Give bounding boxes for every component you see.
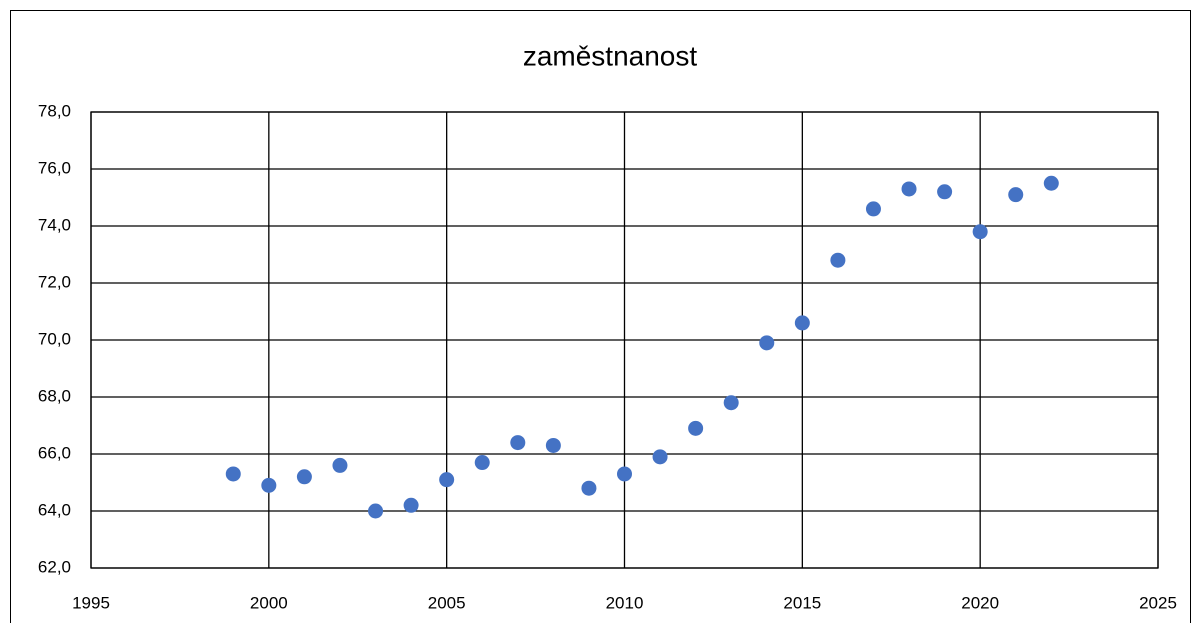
- chart-frame: [10, 10, 1191, 623]
- point: [759, 335, 775, 351]
- y-tick-label: 64,0: [38, 500, 71, 519]
- y-tick-label: 72,0: [38, 272, 71, 291]
- point: [225, 466, 241, 482]
- x-tick-label: 2000: [250, 593, 288, 612]
- y-tick-label: 74,0: [38, 215, 71, 234]
- plot-area: [90, 111, 1159, 569]
- point: [830, 252, 846, 268]
- y-tick-label: 76,0: [38, 158, 71, 177]
- x-tick-label: 2010: [606, 593, 644, 612]
- point: [723, 395, 739, 411]
- point: [972, 224, 988, 240]
- point: [261, 477, 277, 493]
- chart-title: zaměstnanost: [523, 40, 698, 71]
- point: [403, 497, 419, 513]
- y-tick-label: 66,0: [38, 443, 71, 462]
- point: [439, 472, 455, 488]
- x-tick-label: 2025: [1139, 593, 1177, 612]
- point: [794, 315, 810, 331]
- point: [1008, 187, 1024, 203]
- point: [474, 455, 490, 471]
- point: [865, 201, 881, 217]
- x-tick-label: 2015: [783, 593, 821, 612]
- point: [296, 469, 312, 485]
- y-tick-label: 68,0: [38, 386, 71, 405]
- y-tick-label: 62,0: [38, 557, 71, 576]
- x-tick-label: 2005: [428, 593, 466, 612]
- x-tick-label: 1995: [72, 593, 110, 612]
- point: [368, 503, 384, 519]
- point: [617, 466, 632, 482]
- x-tick-label: 2020: [961, 593, 999, 612]
- y-tick-label: 78,0: [38, 101, 71, 120]
- point: [1043, 175, 1059, 191]
- point: [937, 184, 953, 200]
- point: [901, 181, 917, 197]
- y-tick-label: 70,0: [38, 329, 71, 348]
- point: [545, 437, 561, 453]
- point: [332, 457, 348, 473]
- point: [652, 449, 668, 465]
- point: [510, 435, 526, 451]
- point: [688, 420, 704, 436]
- point: [581, 480, 597, 496]
